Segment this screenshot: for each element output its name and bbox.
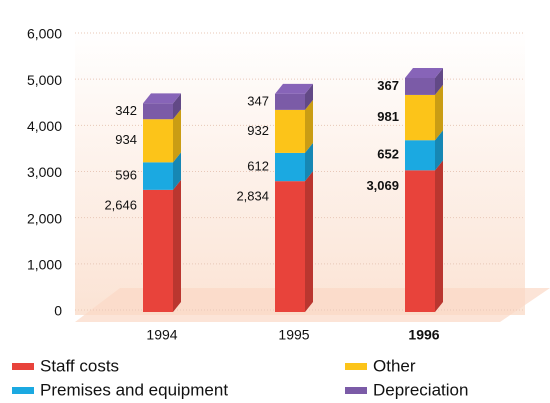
bar-side [435,67,443,95]
x-tick-label: 1996 [408,327,439,343]
bar-segment [143,162,173,190]
bar-segment [143,103,173,120]
bar-segment [143,119,173,163]
bar-side [173,179,181,312]
value-label: 2,834 [236,189,269,204]
bar-segment [405,170,435,312]
bar-top [143,93,181,104]
value-label: 596 [115,168,137,183]
y-tick-label: 5,000 [27,72,62,88]
value-label: 2,646 [104,197,137,212]
value-label: 367 [377,78,399,93]
bar-segment [275,93,305,110]
legend-label: Staff costs [40,356,119,375]
bar-segment [275,152,305,182]
bar-segment [405,94,435,141]
y-tick-label: 6,000 [27,26,62,42]
legend-swatch [345,387,367,394]
x-tick-label: 1995 [278,327,309,343]
y-tick-label: 0 [54,303,62,319]
legend-label: Other [373,356,416,375]
bar-side [173,152,181,190]
bar-side [435,160,443,312]
value-label: 932 [247,123,269,138]
value-label: 3,069 [366,178,399,193]
bar-top [275,83,313,94]
x-tick-label: 1994 [146,327,177,343]
bar-side [173,109,181,163]
bar-segment [275,181,305,312]
bar-segment [143,189,173,312]
legend-label: Premises and equipment [40,380,228,399]
y-tick-label: 2,000 [27,210,62,226]
bar-side [305,99,313,153]
value-label: 342 [115,103,137,118]
bar-side [435,84,443,141]
legend-swatch [12,363,34,370]
legend-label: Depreciation [373,380,468,399]
y-tick-label: 4,000 [27,118,62,134]
bar-segment [405,140,435,171]
bar-segment [405,77,435,95]
y-tick-label: 1,000 [27,257,62,273]
value-label: 934 [115,132,137,147]
value-label: 652 [377,147,399,162]
bar-side [173,93,181,120]
y-tick-label: 3,000 [27,164,62,180]
bar-side [435,130,443,171]
bar-side [305,83,313,110]
bar-side [305,171,313,312]
bar-segment [275,109,305,153]
bar-side [305,142,313,182]
legend-swatch [12,387,34,394]
value-label: 347 [247,93,269,108]
legend-swatch [345,363,367,370]
bar-top [405,67,443,78]
value-label: 981 [377,109,399,124]
value-label: 612 [247,158,269,173]
